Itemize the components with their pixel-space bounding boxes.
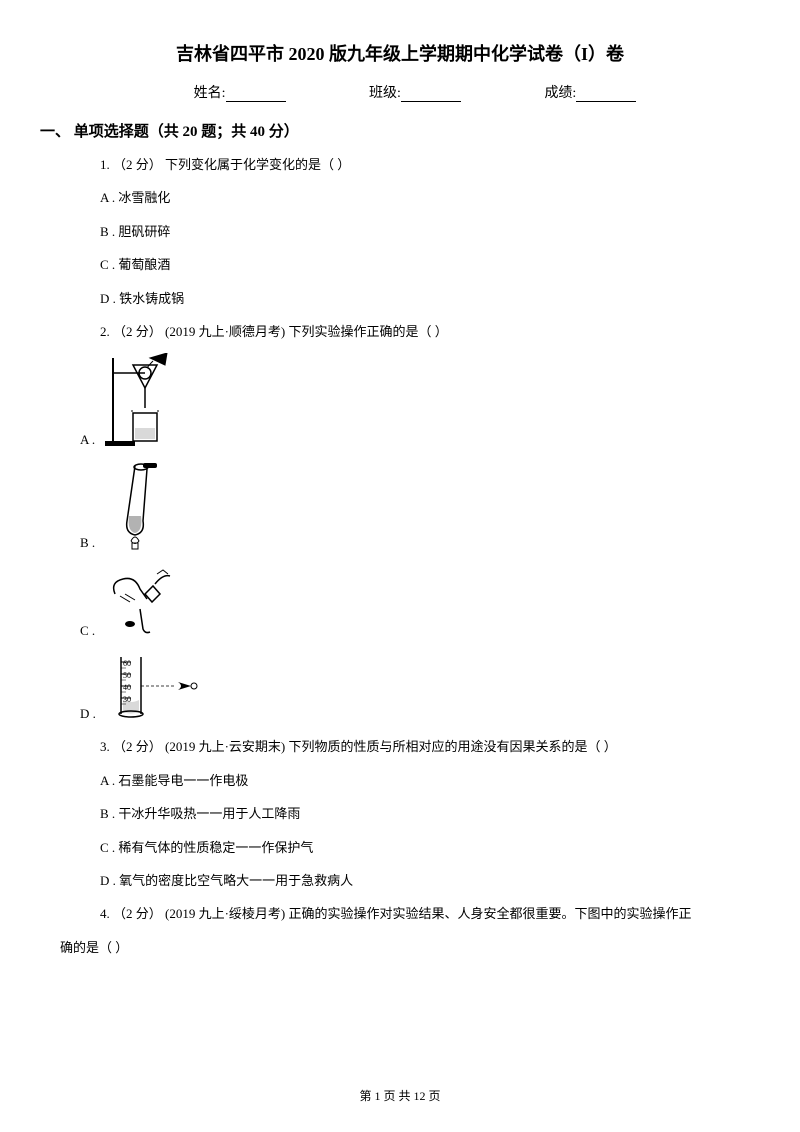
q3-stem: 3. （2 分） (2019 九上·云安期末) 下列物质的性质与所相对应的用途没… — [100, 735, 720, 758]
student-info-row: 姓名: 班级: 成绩: — [80, 82, 720, 102]
funnel-stand-diagram-icon — [105, 353, 175, 453]
name-blank — [226, 88, 286, 102]
footer-mid: 页 共 — [380, 1089, 413, 1103]
q2-stem: 2. （2 分） (2019 九上·顺德月考) 下列实验操作正确的是（ ） — [100, 320, 720, 343]
scale-50: 50 — [123, 671, 131, 680]
q3-opt-a: A . 石墨能导电一一作电极 — [100, 769, 720, 792]
q1-opt-a: A . 冰雪融化 — [100, 186, 720, 209]
q4-stem-line2: 确的是（ ） — [60, 936, 720, 959]
footer-suffix: 页 — [426, 1089, 441, 1103]
q1-opt-b: B . 胆矾研碎 — [100, 220, 720, 243]
q1-opt-c: C . 葡萄酿酒 — [100, 253, 720, 276]
graduated-cylinder-diagram-icon: 60 50 40 30 — [106, 652, 201, 727]
exam-title: 吉林省四平市 2020 版九年级上学期期中化学试卷（I）卷 — [80, 40, 720, 66]
q3-opt-c: C . 稀有气体的性质稳定一一作保护气 — [100, 836, 720, 859]
q2-opt-c-label: C . — [80, 623, 95, 639]
q2-opt-c-row: C . — [80, 564, 720, 644]
class-label: 班级: — [369, 82, 401, 102]
q1-stem: 1. （2 分） 下列变化属于化学变化的是（ ） — [100, 153, 720, 176]
q2-opt-a-label: A . — [80, 432, 95, 448]
scale-60: 60 — [123, 659, 131, 668]
section-1-header: 一、 单项选择题（共 20 题；共 40 分） — [40, 120, 720, 141]
footer-total: 12 — [414, 1089, 426, 1103]
q2-opt-d-label: D . — [80, 706, 96, 722]
score-blank — [576, 88, 636, 102]
q2-opt-d-row: D . 60 50 40 30 — [80, 652, 720, 727]
q2-opt-b-row: B . — [80, 461, 720, 556]
q3-opt-b: B . 干冰升华吸热一一用于人工降雨 — [100, 802, 720, 825]
scale-40: 40 — [123, 683, 131, 692]
name-label: 姓名: — [194, 82, 226, 102]
page-footer: 第 1 页 共 12 页 — [0, 1087, 800, 1104]
class-blank — [401, 88, 461, 102]
footer-prefix: 第 — [359, 1089, 374, 1103]
q3-opt-d: D . 氧气的密度比空气略大一一用于急救病人 — [100, 869, 720, 892]
score-label: 成绩: — [544, 82, 576, 102]
q1-opt-d: D . 铁水铸成锅 — [100, 287, 720, 310]
q2-opt-a-row: A . — [80, 353, 720, 453]
stopper-insert-diagram-icon — [105, 564, 180, 644]
q4-stem-line1: 4. （2 分） (2019 九上·绥棱月考) 正确的实验操作对实验结果、人身安… — [100, 902, 720, 925]
q2-opt-b-label: B . — [80, 535, 95, 551]
test-tube-heating-diagram-icon — [105, 461, 170, 556]
